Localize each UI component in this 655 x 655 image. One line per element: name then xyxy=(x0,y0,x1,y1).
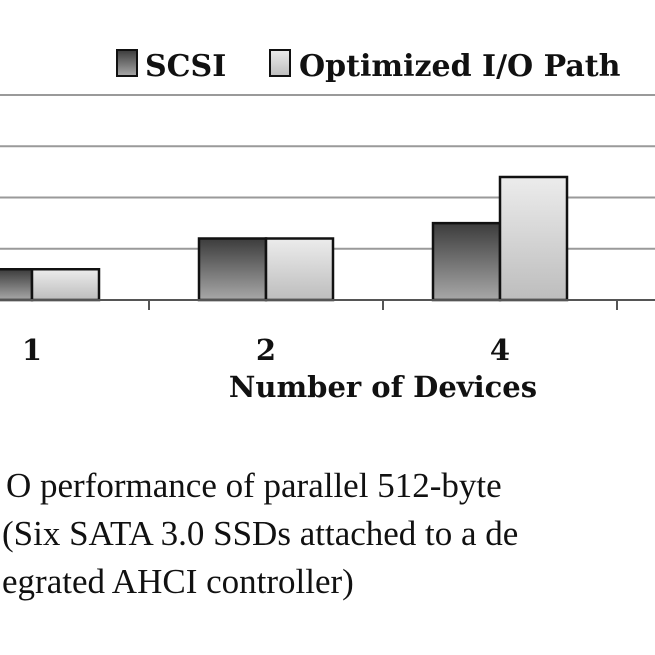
bar-scsi-1 xyxy=(0,268,34,302)
x-tick-label-4: 4 xyxy=(490,333,510,367)
caption-line-2: (Six SATA 3.0 SSDs attached to a de xyxy=(2,514,519,553)
bar-scsi-4 xyxy=(431,221,502,302)
bars xyxy=(0,175,569,302)
legend: SCSI Optimized I/O Path xyxy=(116,49,621,84)
bar-optimized-2 xyxy=(264,237,335,302)
legend-label-scsi: SCSI xyxy=(145,49,226,84)
bar-chart: SCSI Optimized I/O Path 1 2 4 Number of De… xyxy=(0,49,655,404)
caption-line-3: egrated AHCI controller) xyxy=(2,562,354,601)
bar-optimized-1 xyxy=(30,268,101,302)
x-axis: 1 2 4 xyxy=(0,299,655,367)
legend-swatch-optimized xyxy=(269,49,291,77)
caption-line-1: O performance of parallel 512-byte xyxy=(6,466,502,505)
bar-optimized-4 xyxy=(498,175,569,302)
bar-scsi-2 xyxy=(197,237,268,302)
x-tick-label-1: 1 xyxy=(22,333,42,367)
x-axis-label: Number of Devices xyxy=(229,370,537,404)
legend-label-optimized: Optimized I/O Path xyxy=(299,49,621,84)
x-tick-label-2: 2 xyxy=(256,333,276,367)
figure-caption: O performance of parallel 512-byte (Six … xyxy=(0,462,655,606)
legend-swatch-scsi xyxy=(116,49,138,77)
